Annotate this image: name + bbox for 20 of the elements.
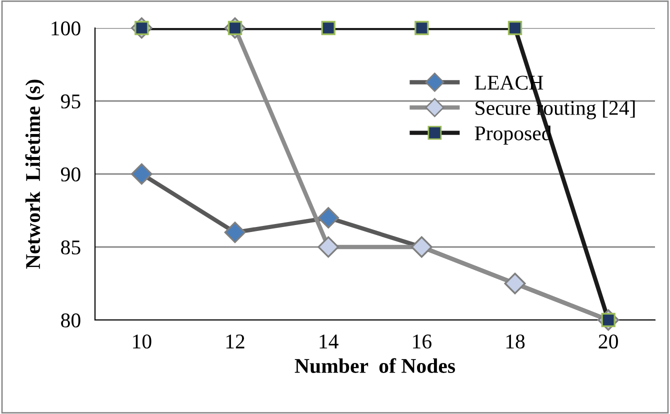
x-tick-label: 18 — [506, 334, 525, 349]
x-tick-label: 16 — [413, 334, 432, 349]
x-tick-label: 10 — [133, 334, 152, 349]
y-tick-label: 90 — [60, 167, 80, 182]
y-tick-label: 85 — [61, 240, 80, 254]
x-tick-label: 12 — [226, 334, 244, 348]
point — [321, 20, 336, 36]
x-tick-label: 14 — [320, 334, 338, 348]
point — [508, 20, 522, 36]
point — [224, 222, 246, 244]
point — [414, 20, 429, 36]
point — [318, 207, 339, 228]
point — [318, 236, 339, 258]
y-tick-label: 95 — [60, 94, 80, 108]
y-axis-title: Network Lifetime (s) — [25, 80, 44, 269]
x-axis-title: Number of Nodes — [294, 358, 456, 374]
point — [131, 163, 152, 185]
y-tick-label: 100 — [52, 21, 80, 36]
x-tick-label: 20 — [598, 334, 618, 349]
y-tick-label: 80 — [61, 313, 80, 328]
